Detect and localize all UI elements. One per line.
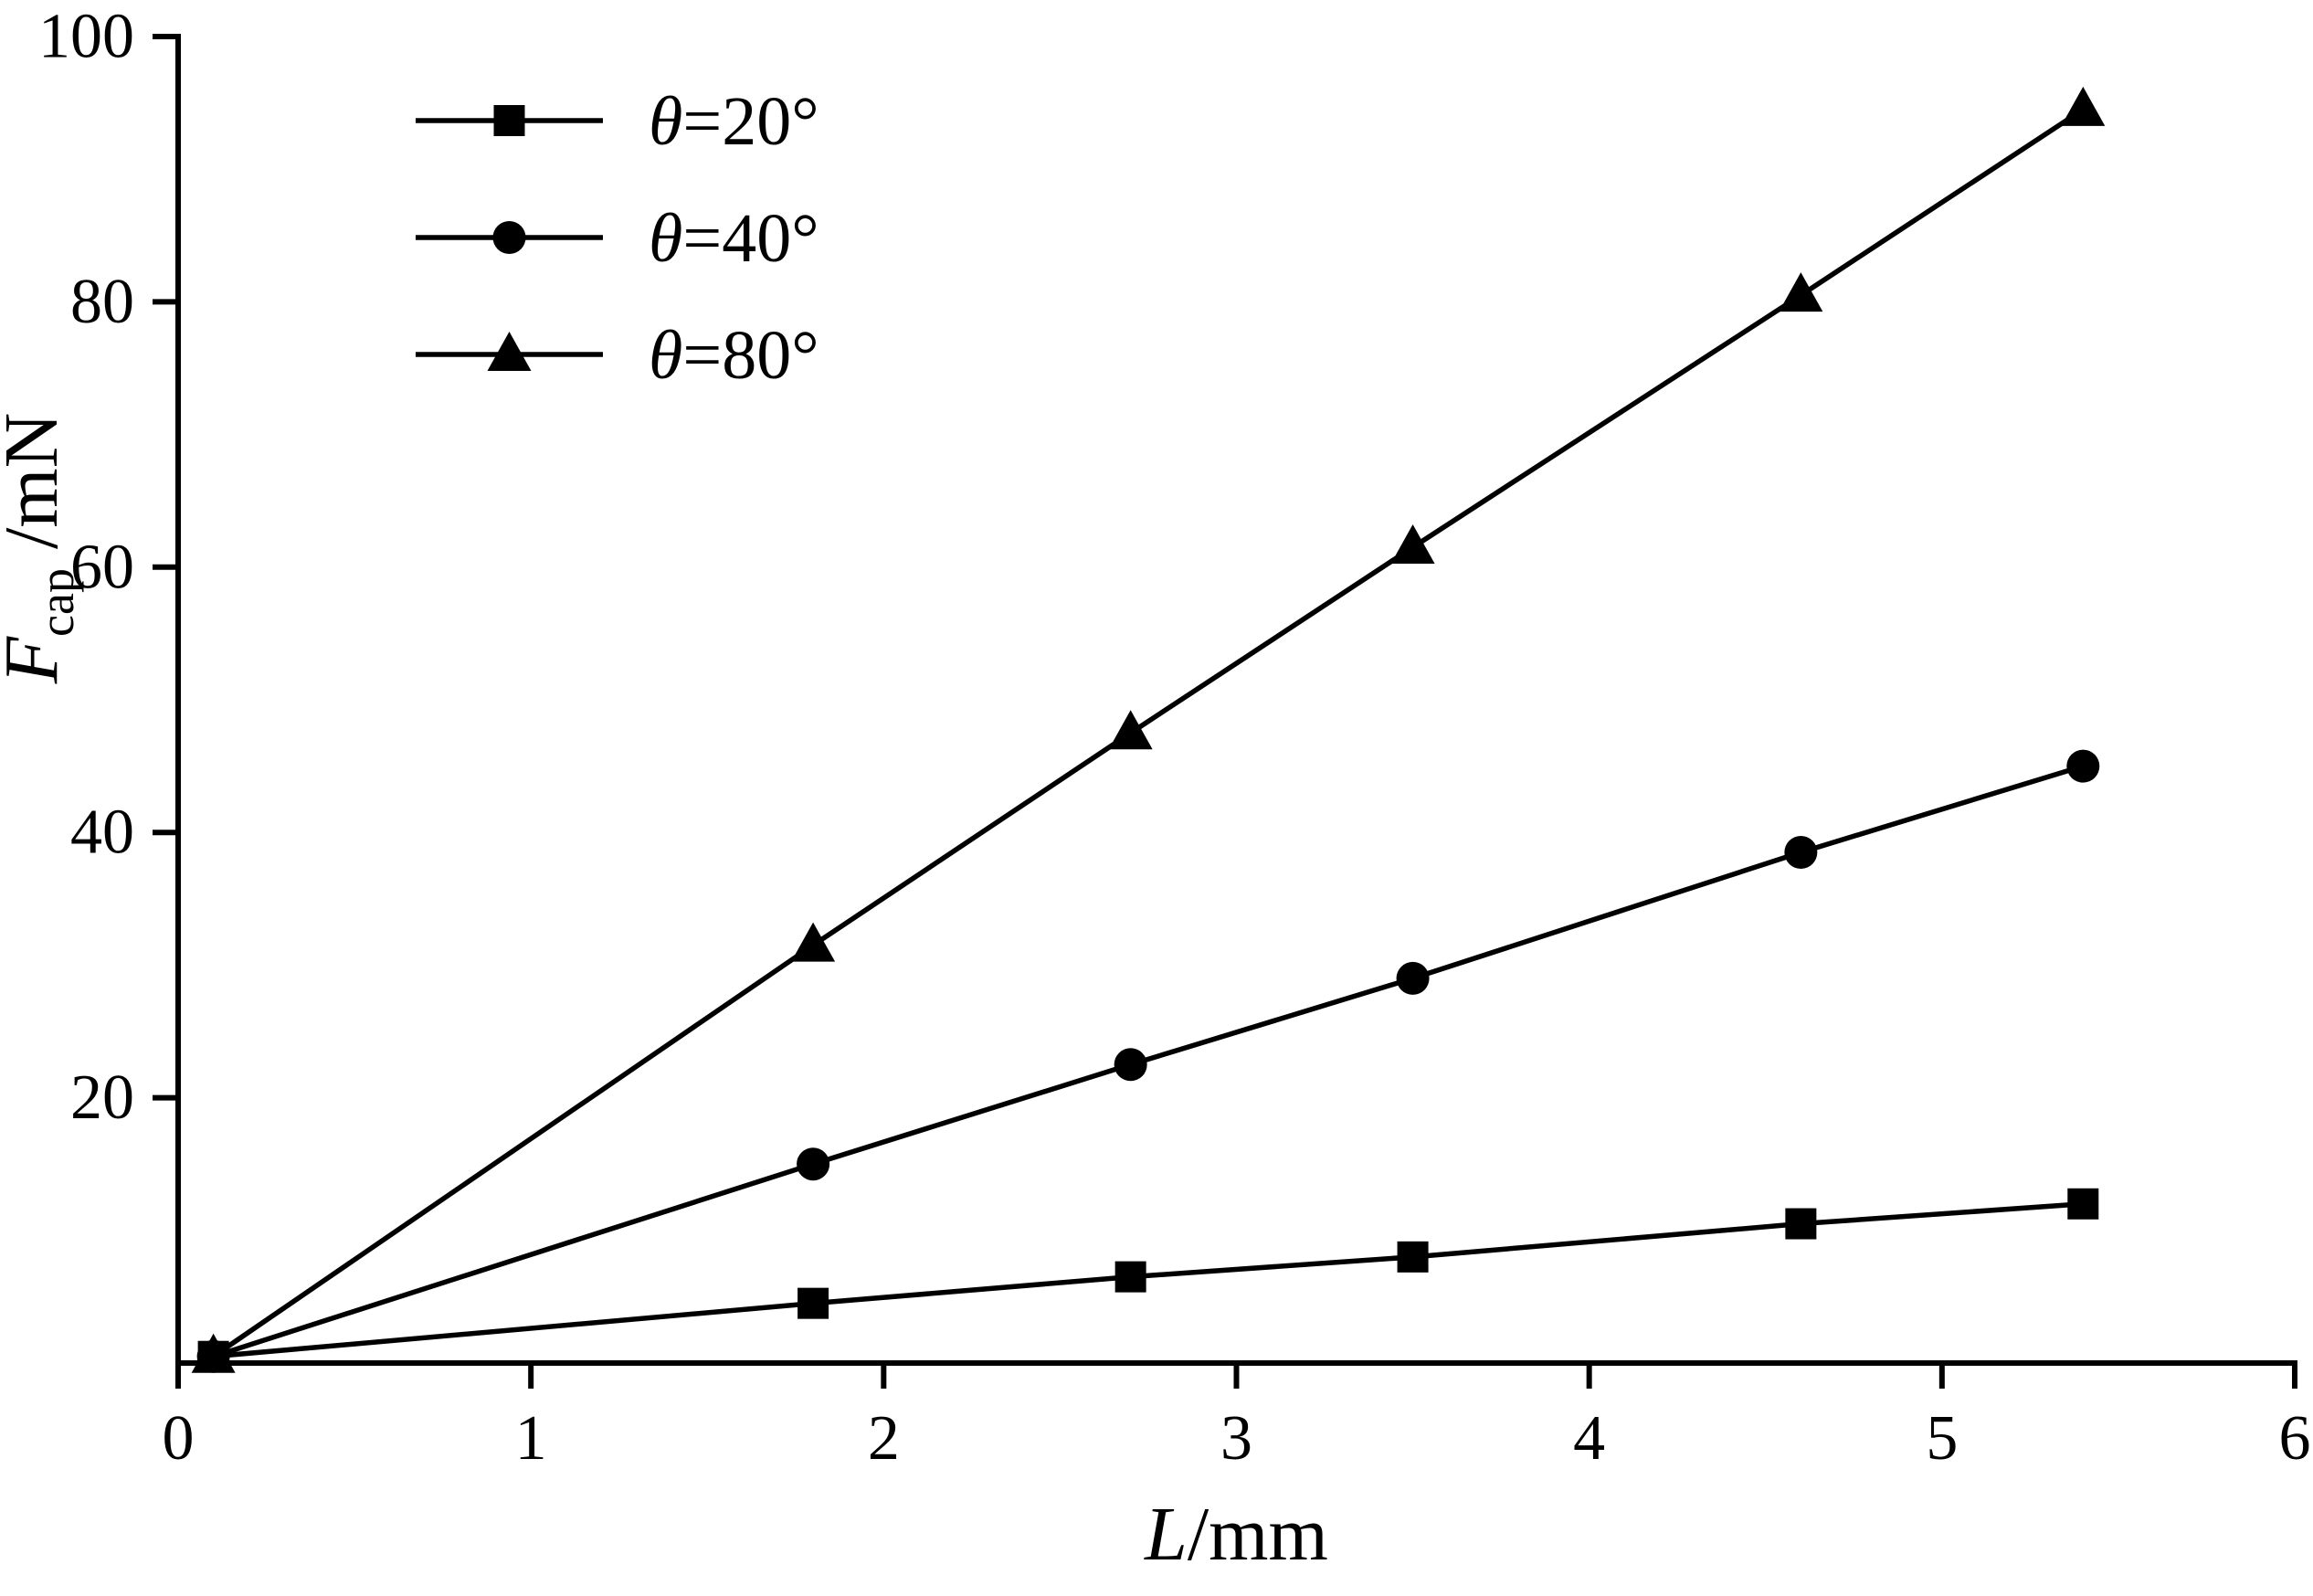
square-marker [1785,1208,1817,1240]
series-line [212,107,2085,1359]
square-marker [797,1287,829,1319]
circle-marker [2066,749,2100,783]
circle-marker [1784,835,1818,869]
y-tick-label: 100 [38,2,134,72]
legend-label: θ=80° [649,317,819,394]
y-tick-label: 80 [70,267,134,337]
y-axis-ticks: 20 40 60 80 100 [38,2,178,1133]
legend-entry: θ=40° [416,200,819,277]
x-tick-label: 4 [1573,1403,1605,1474]
circle-marker [1396,961,1430,995]
y-axis-label: Fcap /mN [0,413,84,685]
legend: θ=20° θ=40° θ=80° [416,83,819,394]
x-tick-label: 0 [163,1403,195,1474]
series-2 [196,749,2100,1373]
x-tick-label: 1 [515,1403,547,1474]
series-3 [191,86,2106,1373]
y-tick-label: 20 [70,1062,134,1133]
x-tick-label: 6 [2279,1403,2311,1474]
triangle-marker [487,332,532,371]
x-axis-ticks: 0 1 2 3 4 5 6 [163,1363,2311,1474]
square-marker [493,105,525,136]
y-tick-label: 60 [70,532,134,602]
series-line [212,763,2085,1359]
x-tick-label: 3 [1220,1403,1252,1474]
x-tick-label: 5 [1926,1403,1958,1474]
triangle-marker [1108,710,1153,750]
circle-marker [492,221,526,254]
legend-label: θ=40° [649,200,819,277]
triangle-marker [2061,86,2106,126]
square-marker [1114,1261,1146,1293]
series-1 [197,1188,2099,1372]
triangle-marker [1779,272,1823,312]
square-marker [2067,1188,2099,1220]
circle-marker [1114,1048,1147,1082]
series-line [213,1201,2084,1359]
x-tick-label: 2 [868,1403,900,1474]
triangle-marker [1390,524,1435,565]
legend-entry: θ=80° [416,317,819,394]
square-marker [1397,1241,1429,1273]
circle-marker [797,1147,830,1181]
triangle-marker [191,1333,236,1373]
legend-label: θ=20° [649,83,819,160]
y-tick-label: 40 [70,798,134,868]
triangle-marker [791,922,836,962]
x-axis-label: L/mm [1144,1492,1328,1577]
legend-entry: θ=20° [416,83,819,160]
